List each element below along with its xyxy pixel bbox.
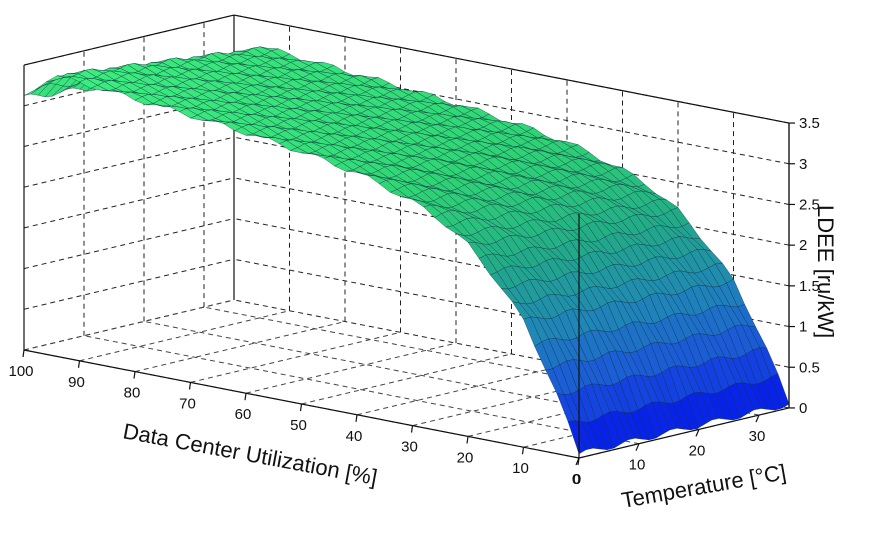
z-tick-label: 2 (799, 237, 807, 254)
x-tick-mark (299, 403, 303, 412)
grid-line (23, 258, 235, 310)
floor-line (79, 310, 290, 362)
x-tick-label: 90 (68, 374, 85, 391)
floor-line (356, 364, 568, 416)
z-tick-label: 3.5 (799, 115, 820, 132)
x-tick-label: 40 (346, 428, 363, 445)
x-tick-label: 30 (401, 439, 418, 456)
x-tick-label: 70 (179, 395, 196, 412)
x-tick-mark (77, 360, 81, 368)
floor-line (83, 335, 640, 445)
x-tick-mark (410, 425, 414, 433)
box-edge (23, 14, 235, 66)
z-tick-label: 1.5 (799, 278, 820, 295)
x-tick-mark (466, 436, 469, 444)
x-tick-label: 80 (124, 385, 141, 402)
x-tick-mark (188, 382, 192, 390)
floor-line (301, 353, 512, 405)
z-tick-label: 0 (799, 400, 807, 417)
y-tick-mark (635, 443, 640, 451)
z-tick-label: 0.5 (799, 359, 820, 376)
x-tick-label: 0 (572, 471, 580, 488)
y-tick-label: 20 (689, 442, 706, 459)
x-tick-label: 20 (457, 449, 474, 466)
y-tick-mark (755, 414, 760, 423)
surface-cell (567, 420, 587, 455)
x-tick-mark (355, 414, 358, 422)
y-tick-label: 0 (573, 471, 581, 488)
box-edge (578, 407, 790, 459)
x-axis-label: Data Center Utilization [%] (121, 418, 379, 490)
z-tick-label: 1 (799, 319, 807, 336)
grid-line (23, 177, 235, 229)
grid-line (23, 136, 235, 188)
x-tick-label: 100 (8, 363, 33, 380)
front-edges (23, 123, 790, 459)
x-tick-label: 50 (290, 417, 307, 434)
x-tick-mark (22, 349, 25, 358)
y-tick-label: 10 (629, 457, 646, 474)
grid-line (23, 218, 235, 270)
floor-line (190, 331, 401, 383)
x-tick-mark (133, 371, 136, 379)
floor-line (134, 321, 346, 373)
y-tick-mark (695, 429, 700, 437)
x-tick-mark (244, 393, 247, 401)
x-tick-mark (521, 447, 525, 455)
x-tick-label: 60 (235, 406, 252, 423)
floor-line (245, 342, 457, 394)
y-tick-mark (575, 457, 580, 466)
z-axis-label: LDEE [ru/kW] (813, 205, 838, 338)
surface-mesh (23, 46, 790, 455)
box-edge (233, 14, 790, 124)
z-tick-label: 2.5 (799, 196, 820, 213)
floor-line (23, 299, 235, 351)
tick-labels: 1009080706050403020100010203000.511.522.… (8, 115, 819, 488)
x-tick-label: 10 (512, 460, 529, 477)
z-tick-label: 3 (799, 156, 807, 173)
y-tick-label: 30 (749, 428, 766, 445)
